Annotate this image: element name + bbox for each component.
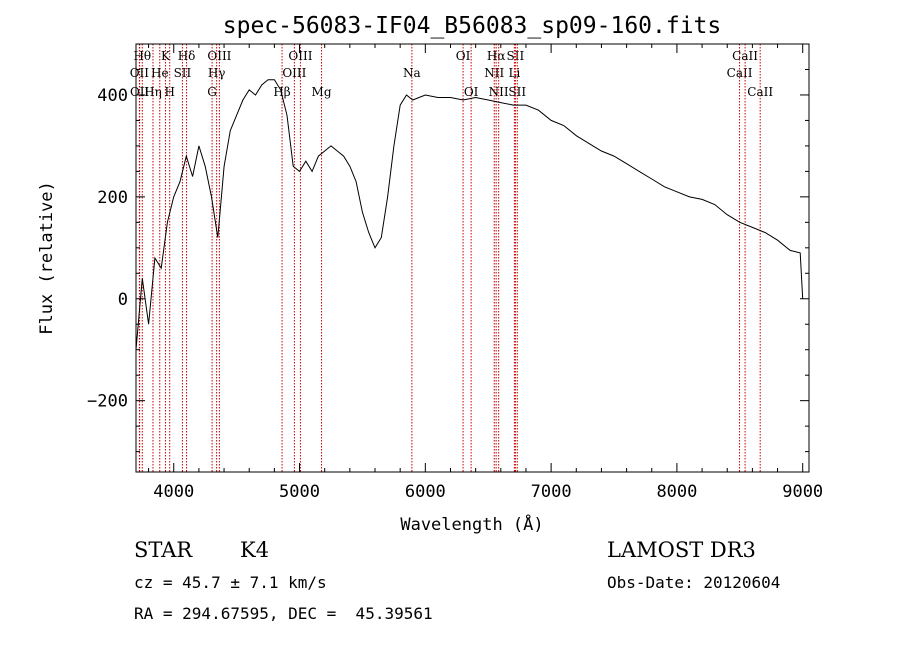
x-tick-label: 9000: [782, 482, 823, 502]
obs-date: Obs-Date: 20120604: [607, 573, 781, 592]
line-marker-label: SII: [507, 49, 525, 63]
series-line-flux: [135, 79, 804, 350]
x-axis-label: Wavelength (Å): [400, 513, 543, 535]
chart-title: spec-56083-IF04_B56083_sp09-160.fits: [223, 13, 722, 39]
line-marker-label: Hδ: [178, 49, 196, 63]
line-marker-label: Mg: [312, 85, 332, 99]
line-marker-label: NII: [484, 66, 504, 80]
y-tick-label: 0: [118, 290, 128, 310]
y-tick-label: −200: [87, 392, 128, 412]
line-marker-label: CaII: [727, 66, 753, 80]
line-marker-label: OIII: [207, 49, 231, 63]
line-marker-label: Na: [403, 66, 421, 80]
line-marker-label: OII: [130, 66, 150, 80]
line-marker-label: Hγ: [208, 66, 226, 80]
x-tick-label: 8000: [656, 482, 697, 502]
survey-name: LAMOST DR3: [607, 538, 756, 562]
line-marker-label: Li: [508, 66, 520, 80]
line-marker-label: SII: [508, 85, 526, 99]
axis-ticks: 4000 5000 6000 7000 8000 9000 −200 0 200 400: [87, 44, 823, 502]
x-tick-label: 5000: [279, 482, 320, 502]
line-marker-label: OIII: [282, 66, 306, 80]
line-marker-label: OII: [130, 85, 150, 99]
line-marker-label: OI: [464, 85, 479, 99]
line-marker-label: OI: [456, 49, 471, 63]
line-marker-label: Hθ: [133, 49, 151, 63]
x-tick-label: 4000: [153, 482, 194, 502]
line-marker-label: CaII: [747, 85, 773, 99]
line-marker-label: OIII: [288, 49, 312, 63]
coordinates: RA = 294.67595, DEC = 45.39561: [134, 604, 433, 623]
line-marker-label: He: [151, 66, 169, 80]
line-marker-label: SII: [174, 66, 192, 80]
line-marker-label: G: [207, 85, 217, 99]
object-subclass: K4: [240, 538, 270, 562]
line-marker-label: Hη: [144, 85, 162, 99]
series-layer: [135, 79, 804, 350]
y-axis-label: Flux (relative): [37, 181, 57, 335]
line-marker-label: NII: [489, 85, 509, 99]
y-tick-label: 200: [97, 188, 128, 208]
y-tick-label: 400: [97, 86, 128, 106]
line-marker-label: H: [164, 85, 174, 99]
line-marker-label: K: [161, 49, 171, 63]
x-tick-label: 6000: [405, 482, 446, 502]
line-marker-label: CaII: [732, 49, 758, 63]
line-marker-label: Hβ: [273, 85, 290, 99]
object-class: STAR: [134, 538, 193, 562]
line-marker-label: Hα: [487, 49, 506, 63]
redshift-text: cz = 45.7 ± 7.1 km/s: [134, 573, 327, 592]
plot-frame: [135, 43, 810, 473]
x-tick-label: 7000: [531, 482, 572, 502]
